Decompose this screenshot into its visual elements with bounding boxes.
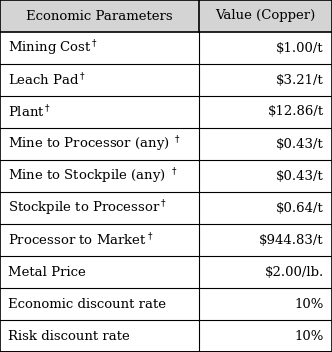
Text: $0.64/t: $0.64/t	[276, 201, 324, 214]
Text: Economic Parameters: Economic Parameters	[26, 10, 173, 23]
Text: Plant$^\dagger$: Plant$^\dagger$	[8, 104, 51, 120]
Bar	[0, 0, 332, 32]
Text: Risk discount rate: Risk discount rate	[8, 329, 130, 342]
Text: Leach Pad: Leach Pad	[0, 351, 1, 352]
Text: 10%: 10%	[294, 329, 324, 342]
Text: Plant$^{\dagger}$: Plant$^{\dagger}$	[0, 351, 1, 352]
Text: $0.43/t: $0.43/t	[276, 170, 324, 182]
Text: Value (Copper): Value (Copper)	[215, 10, 316, 23]
Text: $3.21/t: $3.21/t	[276, 74, 324, 87]
Text: 10%: 10%	[294, 297, 324, 310]
Text: Stockpile to Processor: Stockpile to Processor	[0, 351, 1, 352]
Text: Plant: Plant	[0, 351, 1, 352]
Text: Mine to Stockpile (any): Mine to Stockpile (any)	[0, 351, 1, 352]
Text: Mine to Stockpile (any) $^{\dagger}$: Mine to Stockpile (any) $^{\dagger}$	[0, 351, 1, 352]
Text: Mine to Processor (any): Mine to Processor (any)	[0, 351, 1, 352]
Text: Processor to Market$^{\dagger}$: Processor to Market$^{\dagger}$	[0, 351, 1, 352]
Text: $12.86/t: $12.86/t	[268, 106, 324, 119]
Text: Mining Cost: Mining Cost	[0, 351, 1, 352]
Text: $0.43/t: $0.43/t	[276, 138, 324, 151]
Text: Economic discount rate: Economic discount rate	[8, 297, 166, 310]
Text: Mine to Stockpile (any) $^\dagger$: Mine to Stockpile (any) $^\dagger$	[8, 166, 178, 186]
Text: Leach Pad$^\dagger$: Leach Pad$^\dagger$	[8, 72, 87, 88]
Text: $2.00/lb.: $2.00/lb.	[265, 265, 324, 278]
Text: Processor to Market$^\dagger$: Processor to Market$^\dagger$	[8, 232, 154, 248]
Text: Stockpile to Processor$^{\dagger}$: Stockpile to Processor$^{\dagger}$	[0, 351, 1, 352]
Text: Processor to Market: Processor to Market	[0, 351, 1, 352]
Text: Metal Price: Metal Price	[8, 265, 86, 278]
Text: Leach Pad$^{\dagger}$: Leach Pad$^{\dagger}$	[0, 351, 1, 352]
Text: Mine to Processor (any) $^\dagger$: Mine to Processor (any) $^\dagger$	[8, 134, 182, 154]
Text: Mine to Processor (any) $^{\dagger}$: Mine to Processor (any) $^{\dagger}$	[0, 351, 1, 352]
Text: Stockpile to Processor$^\dagger$: Stockpile to Processor$^\dagger$	[8, 198, 167, 218]
Text: Mining Cost$^\dagger$: Mining Cost$^\dagger$	[8, 38, 99, 58]
Text: $1.00/t: $1.00/t	[276, 42, 324, 55]
Text: $944.83/t: $944.83/t	[259, 233, 324, 246]
Text: Mining Cost$^{\dagger}$: Mining Cost$^{\dagger}$	[0, 351, 1, 352]
